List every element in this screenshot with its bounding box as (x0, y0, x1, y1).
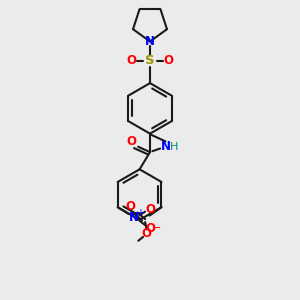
Text: N: N (145, 35, 155, 48)
Text: +: + (136, 208, 144, 218)
Text: N: N (160, 140, 170, 153)
Text: N: N (129, 211, 139, 224)
Text: O: O (164, 54, 173, 67)
Text: O: O (127, 54, 136, 67)
Text: O: O (126, 200, 136, 212)
Text: O: O (146, 203, 155, 216)
Text: O: O (126, 135, 136, 148)
Text: O: O (146, 221, 155, 235)
Text: H: H (169, 142, 178, 152)
Text: O: O (142, 227, 152, 240)
Text: S: S (145, 54, 155, 67)
Text: −: − (152, 223, 162, 233)
